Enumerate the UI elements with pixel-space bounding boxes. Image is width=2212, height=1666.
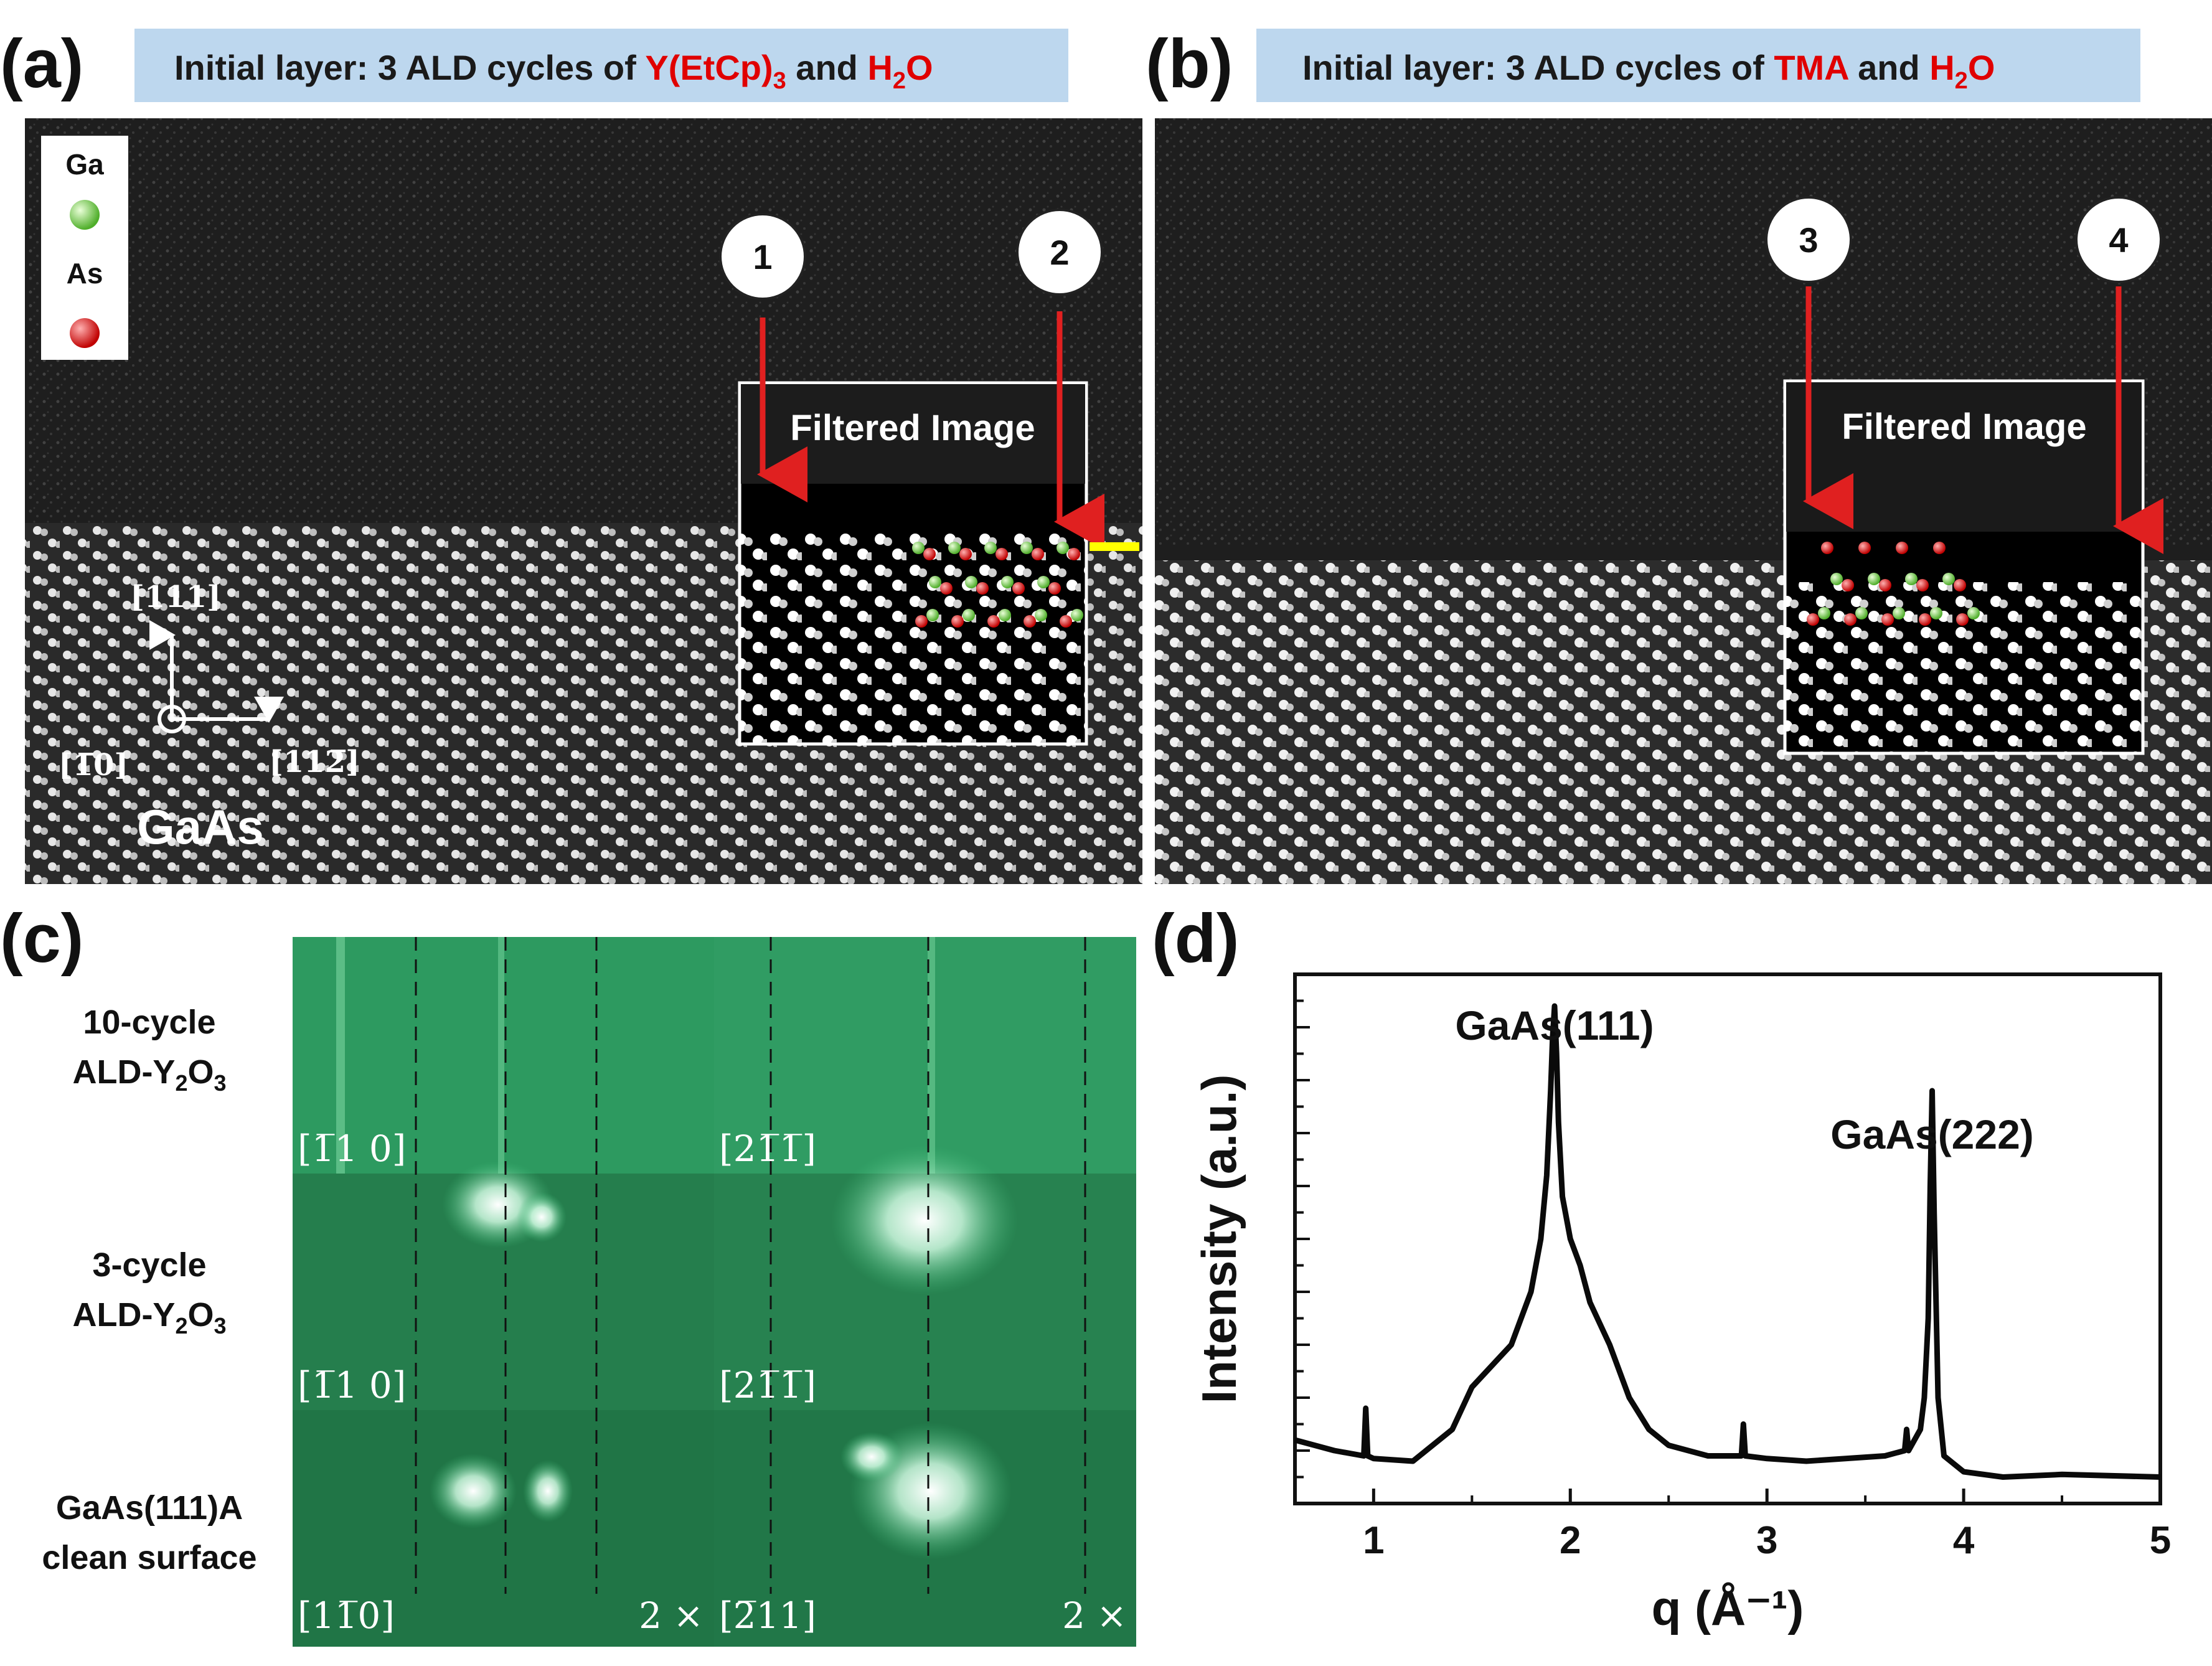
marker-1: [719, 213, 806, 300]
rheed-row2-right-dir: [21̅1̅]: [719, 1364, 816, 1406]
legend-ga-label: Ga: [65, 148, 104, 181]
marker-1-label: 1: [753, 237, 772, 276]
panel-d-letter: (d): [1152, 900, 1239, 977]
rheed-row3-line2: clean surface: [42, 1539, 256, 1576]
panel-a: (a) Initial layer: 3 ALD cycles of Y(EtC…: [0, 26, 1451, 884]
rheed-row1-right: [714, 937, 1136, 1174]
direction-up-label: [111]: [130, 580, 221, 614]
x-tick-label: 4: [1953, 1519, 1975, 1562]
rheed-guide-lines: [415, 937, 1086, 1594]
x-tick-label: 1: [1363, 1519, 1384, 1562]
xrd-series-line: [1294, 1003, 2161, 1480]
direction-out-symbol: [158, 705, 186, 733]
rheed-row3-left: [293, 1410, 714, 1647]
panel-a-letter: (a): [0, 26, 83, 102]
panel-b-filtered-label: Filtered Image: [1842, 407, 2086, 447]
panel-b-letter: (b): [1146, 26, 1233, 102]
rheed-row2-left-dir: [1̅1 0]: [298, 1364, 406, 1406]
rheed-row3-left-scale: 2 ×: [639, 1594, 704, 1637]
panel-b-banner-text: Initial layer: 3 ALD cycles of TMA and H…: [1302, 48, 1995, 94]
marker-4-label: 4: [2109, 220, 2128, 260]
rheed-row3-right-dir: [2̅11]: [719, 1594, 816, 1637]
rheed-row1-left-dir: [1̅1 0]: [298, 1127, 406, 1170]
peak-annotation: GaAs(111): [1455, 1002, 1654, 1048]
rheed-row3-right-scale: 2 ×: [1062, 1594, 1127, 1637]
panel-a-banner: [134, 29, 1068, 102]
panel-a-banner-text: Initial layer: 3 ALD cycles of Y(EtCp)3 …: [174, 48, 933, 94]
xrd-chart: 1 2 3 4 5 GaAs(111) GaAs(222) q (Å⁻¹) Intensity …: [1192, 972, 2171, 1635]
direction-out-label: [1̅0]: [59, 748, 128, 783]
panel-c: (c) 10-cycle ALD-Y2O3 3-cycle ALD-Y2O3 G…: [0, 900, 1136, 1647]
marker-3: [1765, 196, 1852, 283]
panel-d: (d) 1 2 3 4 5 GaAs(111) GaAs(222) q (Å⁻¹) Intens…: [1152, 900, 2171, 1635]
material-label: GaAs: [137, 799, 264, 854]
plot-frame: [1293, 972, 2162, 1505]
y-axis-label: Intensity (a.u.): [1192, 1075, 1246, 1404]
peak-annotation: GaAs(222): [1830, 1111, 2034, 1157]
panel-b-banner: [1256, 29, 2140, 102]
direction-right-label: [112̅]: [269, 745, 360, 779]
panel-a-atom-overlay: [912, 542, 1083, 628]
panel-c-letter: (c): [0, 900, 83, 977]
x-tick-label: 3: [1756, 1519, 1777, 1562]
rheed-row2-line1: 3-cycle: [92, 1246, 206, 1284]
rheed-row2-line2: ALD-Y2O3: [72, 1296, 226, 1339]
as-atom-icon: [70, 318, 100, 348]
legend-as-label: As: [67, 257, 103, 289]
marker-2: [1016, 209, 1103, 296]
x-tick-label: 2: [1560, 1519, 1581, 1562]
marker-4: [2075, 196, 2162, 283]
panel-b-atom-overlay: [1807, 542, 1980, 626]
rheed-row1-line1: 10-cycle: [83, 1004, 215, 1041]
rheed-row1-right-dir: [21̅1̅]: [719, 1127, 816, 1170]
ga-atom-icon: [70, 200, 100, 230]
x-axis-label: q (Å⁻¹): [1652, 1581, 1804, 1635]
rheed-row1-line2: ALD-Y2O3: [72, 1053, 226, 1096]
rheed-row3-left-dir: [11̅0]: [298, 1594, 395, 1637]
panel-a-filtered-label: Filtered Image: [790, 408, 1035, 448]
rheed-row3-line1: GaAs(111)A: [56, 1489, 243, 1527]
panel-b: (b) Initial layer: 3 ALD cycles of TMA a…: [1146, 26, 2212, 884]
marker-3-label: 3: [1799, 220, 1818, 260]
marker-2-label: 2: [1050, 233, 1069, 272]
x-tick-label: 5: [2150, 1519, 2171, 1562]
